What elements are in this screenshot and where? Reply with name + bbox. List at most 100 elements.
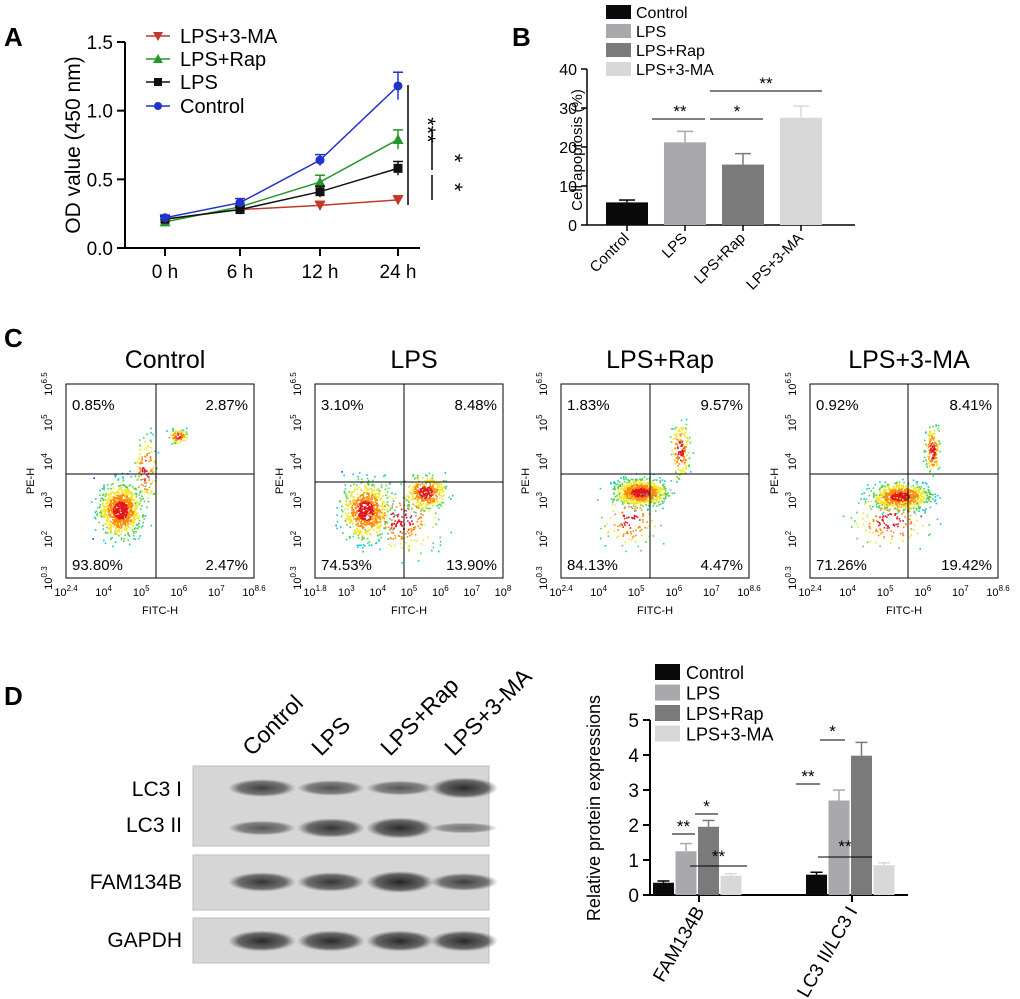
event-dot bbox=[635, 534, 637, 537]
event-dot bbox=[130, 498, 132, 501]
event-dot bbox=[897, 505, 900, 507]
event-dot bbox=[130, 504, 133, 507]
event-dot bbox=[361, 534, 363, 537]
event-dot bbox=[924, 493, 927, 496]
event-dot bbox=[686, 443, 688, 446]
event-dot bbox=[644, 484, 646, 487]
event-dot bbox=[110, 500, 113, 502]
event-dot bbox=[426, 504, 429, 506]
event-dot bbox=[936, 494, 939, 497]
legend-marker bbox=[153, 54, 163, 63]
event-dot bbox=[431, 494, 433, 496]
x-tick-label: 0 h bbox=[152, 262, 178, 283]
event-dot bbox=[653, 484, 656, 486]
event-dot bbox=[348, 519, 350, 521]
event-dot bbox=[640, 528, 643, 531]
event-dot bbox=[117, 524, 120, 527]
event-dot bbox=[689, 441, 692, 444]
event-dot bbox=[124, 509, 126, 512]
event-dot bbox=[924, 509, 926, 511]
event-dot bbox=[865, 498, 868, 501]
event-dot bbox=[364, 513, 366, 515]
event-dot bbox=[392, 529, 394, 531]
event-dot bbox=[376, 509, 378, 512]
event-dot bbox=[919, 500, 922, 503]
blot-band bbox=[297, 818, 365, 838]
event-dot bbox=[176, 442, 179, 444]
event-dot bbox=[613, 493, 615, 495]
event-dot bbox=[879, 502, 882, 504]
event-dot bbox=[627, 532, 629, 535]
event-dot bbox=[361, 546, 364, 549]
event-dot bbox=[376, 506, 379, 508]
event-dot bbox=[128, 501, 131, 504]
event-dot bbox=[886, 505, 888, 507]
event-dot bbox=[887, 514, 889, 516]
event-dot bbox=[103, 486, 105, 488]
event-dot bbox=[356, 493, 358, 495]
event-dot bbox=[440, 488, 443, 491]
event-dot bbox=[423, 488, 425, 491]
event-dot bbox=[901, 493, 904, 495]
event-dot bbox=[363, 501, 365, 504]
event-dot bbox=[872, 492, 875, 494]
event-dot bbox=[661, 479, 664, 481]
event-dot bbox=[676, 435, 678, 437]
event-dot bbox=[922, 498, 925, 501]
event-dot bbox=[656, 489, 659, 492]
event-dot bbox=[865, 529, 867, 532]
event-dot bbox=[336, 520, 339, 523]
event-dot bbox=[113, 514, 115, 516]
y-axis-label: PE-H bbox=[520, 468, 532, 494]
event-dot bbox=[902, 487, 905, 489]
event-dot bbox=[918, 497, 920, 499]
y-axis-label: Cell apoptosis (%) bbox=[569, 89, 586, 211]
event-dot bbox=[392, 538, 395, 540]
event-dot bbox=[902, 511, 905, 514]
event-dot bbox=[409, 524, 411, 526]
event-dot bbox=[367, 508, 369, 510]
event-dot bbox=[138, 537, 140, 540]
event-dot bbox=[131, 494, 133, 496]
event-dot bbox=[621, 500, 623, 503]
event-dot bbox=[938, 430, 940, 432]
event-dot bbox=[382, 515, 385, 517]
y-tick-label: 106.5 bbox=[289, 372, 304, 396]
event-dot bbox=[130, 491, 132, 494]
event-dot bbox=[117, 499, 120, 501]
event-dot bbox=[393, 527, 395, 529]
event-dot bbox=[105, 523, 107, 525]
event-dot bbox=[123, 540, 125, 542]
event-dot bbox=[122, 501, 124, 504]
legend-swatch bbox=[655, 725, 680, 742]
event-dot bbox=[878, 495, 880, 498]
tick-base: 10 bbox=[952, 587, 964, 599]
event-dot bbox=[684, 459, 687, 461]
event-dot bbox=[375, 508, 378, 510]
event-dot bbox=[139, 453, 141, 455]
event-dot bbox=[360, 506, 363, 508]
event-dot bbox=[635, 495, 637, 498]
event-dot bbox=[136, 500, 139, 503]
event-dot bbox=[107, 507, 110, 509]
event-dot bbox=[899, 484, 902, 487]
bar bbox=[722, 164, 764, 225]
event-dot bbox=[359, 503, 361, 506]
event-dot bbox=[349, 511, 352, 514]
event-dot bbox=[930, 461, 933, 463]
event-dot bbox=[683, 445, 686, 448]
event-dot bbox=[685, 429, 687, 431]
event-dot bbox=[148, 479, 151, 481]
event-dot bbox=[127, 502, 130, 504]
event-dot bbox=[640, 492, 642, 494]
event-dot bbox=[423, 523, 426, 526]
event-dot bbox=[386, 521, 389, 524]
event-dot bbox=[360, 478, 363, 481]
event-dot bbox=[108, 493, 111, 495]
event-dot bbox=[133, 532, 135, 534]
event-dot bbox=[141, 462, 144, 464]
event-dot bbox=[125, 511, 127, 513]
quadrant-ll: 93.80% bbox=[72, 557, 123, 574]
event-dot bbox=[937, 447, 939, 449]
event-dot bbox=[425, 503, 428, 505]
